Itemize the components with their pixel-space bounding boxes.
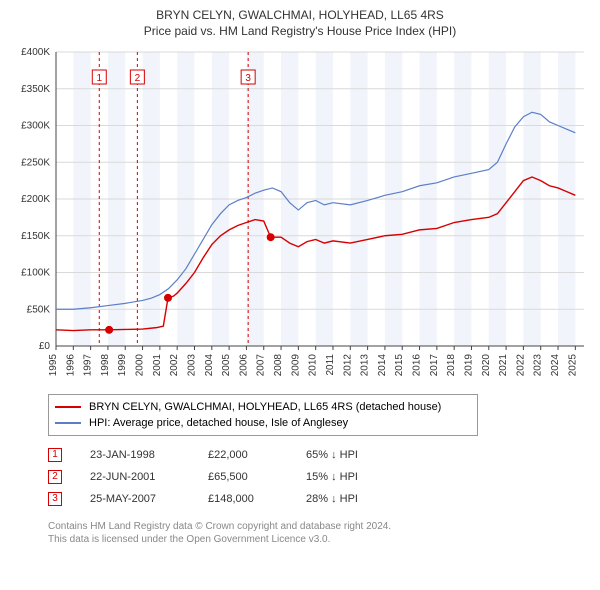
page-container: BRYN CELYN, GWALCHMAI, HOLYHEAD, LL65 4R…	[0, 0, 600, 590]
annotation-price: £148,000	[208, 488, 278, 510]
annotation-row: 1 23-JAN-1998 £22,000 65% ↓ HPI	[48, 444, 590, 466]
svg-text:£0: £0	[39, 341, 51, 352]
chart-area: £0 £50K £100K £150K £200K £250K £300K £350K £400…	[10, 46, 590, 386]
svg-text:2016: 2016	[412, 354, 423, 377]
svg-text:2021: 2021	[498, 354, 509, 377]
svg-text:2013: 2013	[360, 354, 371, 377]
svg-text:2008: 2008	[273, 354, 284, 377]
legend: BRYN CELYN, GWALCHMAI, HOLYHEAD, LL65 4R…	[48, 394, 478, 436]
line-chart: £0 £50K £100K £150K £200K £250K £300K £350K £400…	[10, 46, 590, 386]
svg-text:1996: 1996	[65, 354, 76, 377]
annotation-diff: 15% ↓ HPI	[306, 466, 358, 488]
svg-text:2003: 2003	[186, 354, 197, 377]
svg-text:2022: 2022	[515, 354, 526, 377]
svg-text:£400K: £400K	[21, 47, 50, 58]
annotation-row: 2 22-JUN-2001 £65,500 15% ↓ HPI	[48, 466, 590, 488]
svg-text:£250K: £250K	[21, 157, 50, 168]
svg-text:2007: 2007	[256, 354, 267, 377]
annotation-marker: 1	[48, 448, 62, 462]
svg-text:2024: 2024	[550, 354, 561, 377]
annotation-price: £22,000	[208, 444, 278, 466]
svg-text:2009: 2009	[290, 354, 301, 377]
svg-text:2023: 2023	[533, 354, 544, 377]
svg-text:2002: 2002	[169, 354, 180, 377]
annotation-price: £65,500	[208, 466, 278, 488]
svg-text:2018: 2018	[446, 354, 457, 377]
annotation-marker: 2	[48, 470, 62, 484]
svg-text:1995: 1995	[48, 354, 59, 377]
svg-text:£350K: £350K	[21, 84, 50, 95]
annotation-marker: 3	[48, 492, 62, 506]
svg-text:2: 2	[135, 73, 141, 84]
legend-swatch	[55, 422, 81, 424]
license-line: Contains HM Land Registry data © Crown c…	[48, 520, 590, 533]
svg-text:1998: 1998	[100, 354, 111, 377]
annotation-date: 23-JAN-1998	[90, 444, 180, 466]
svg-text:1999: 1999	[117, 354, 128, 377]
legend-row: HPI: Average price, detached house, Isle…	[55, 415, 471, 431]
svg-text:1: 1	[96, 73, 102, 84]
svg-text:2014: 2014	[377, 354, 388, 377]
annotation-table: 1 23-JAN-1998 £22,000 65% ↓ HPI 2 22-JUN-2001…	[48, 444, 590, 510]
legend-label: HPI: Average price, detached house, Isle…	[89, 415, 348, 431]
svg-text:£50K: £50K	[27, 304, 51, 315]
svg-text:1997: 1997	[83, 354, 94, 377]
svg-text:2020: 2020	[481, 354, 492, 377]
svg-text:2015: 2015	[394, 354, 405, 377]
license-line: This data is licensed under the Open Gov…	[48, 533, 590, 546]
annotation-diff: 28% ↓ HPI	[306, 488, 358, 510]
svg-text:2001: 2001	[152, 354, 163, 377]
legend-label: BRYN CELYN, GWALCHMAI, HOLYHEAD, LL65 4R…	[89, 399, 441, 415]
svg-text:£300K: £300K	[21, 121, 50, 132]
svg-text:2011: 2011	[325, 354, 336, 376]
chart-subtitle: Price paid vs. HM Land Registry's House …	[10, 24, 590, 38]
svg-text:2019: 2019	[463, 354, 474, 377]
svg-text:3: 3	[245, 73, 251, 84]
annotation-date: 25-MAY-2007	[90, 488, 180, 510]
svg-text:2025: 2025	[567, 354, 578, 377]
legend-row: BRYN CELYN, GWALCHMAI, HOLYHEAD, LL65 4R…	[55, 399, 471, 415]
annotation-date: 22-JUN-2001	[90, 466, 180, 488]
svg-text:2000: 2000	[135, 354, 146, 377]
svg-text:£200K: £200K	[21, 194, 50, 205]
license-text: Contains HM Land Registry data © Crown c…	[48, 520, 590, 546]
annotation-row: 3 25-MAY-2007 £148,000 28% ↓ HPI	[48, 488, 590, 510]
annotation-diff: 65% ↓ HPI	[306, 444, 358, 466]
chart-title: BRYN CELYN, GWALCHMAI, HOLYHEAD, LL65 4R…	[10, 8, 590, 22]
svg-text:2010: 2010	[308, 354, 319, 377]
svg-text:2012: 2012	[342, 354, 353, 377]
svg-text:£150K: £150K	[21, 231, 50, 242]
svg-text:2005: 2005	[221, 354, 232, 377]
legend-swatch	[55, 406, 81, 408]
svg-text:2004: 2004	[204, 354, 215, 377]
svg-text:£100K: £100K	[21, 268, 50, 279]
svg-text:2017: 2017	[429, 354, 440, 377]
svg-text:2006: 2006	[238, 354, 249, 377]
